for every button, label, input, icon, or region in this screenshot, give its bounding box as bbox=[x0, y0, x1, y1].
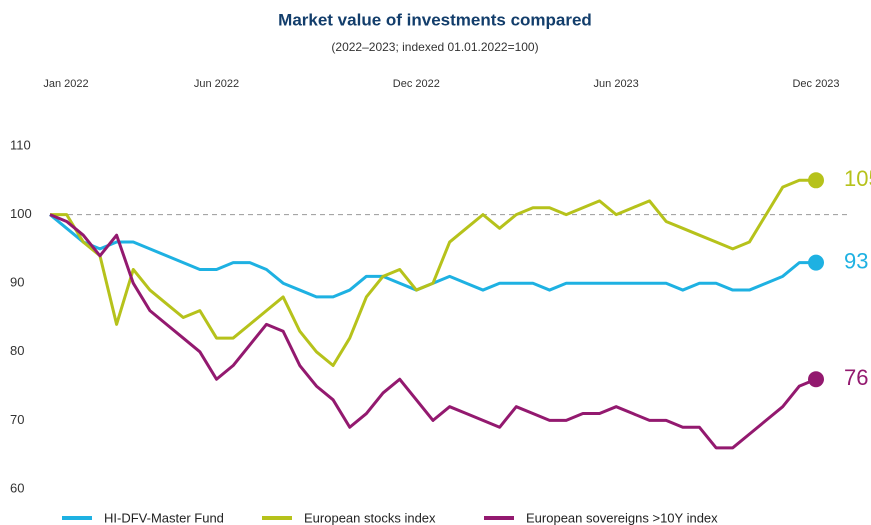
end-label: 76 bbox=[844, 365, 868, 390]
y-tick-label: 70 bbox=[10, 412, 24, 427]
end-marker bbox=[808, 371, 824, 388]
x-tick-label: Jan 2022 bbox=[43, 78, 88, 90]
end-label: 93 bbox=[844, 248, 868, 273]
x-tick-label: Jun 2023 bbox=[594, 78, 639, 90]
legend-label: European stocks index bbox=[304, 510, 436, 525]
y-tick-label: 60 bbox=[10, 480, 24, 495]
x-tick-label: Dec 2023 bbox=[792, 78, 839, 90]
end-label: 105 bbox=[844, 166, 871, 191]
x-tick-label: Jun 2022 bbox=[194, 78, 239, 90]
legend-label: European sovereigns >10Y index bbox=[526, 510, 718, 525]
series-line bbox=[50, 178, 816, 368]
end-marker bbox=[808, 254, 824, 271]
y-tick-label: 80 bbox=[10, 343, 24, 358]
x-tick-label: Dec 2022 bbox=[393, 78, 440, 90]
series-line bbox=[49, 213, 817, 450]
chart-title: Market value of investments compared bbox=[278, 10, 592, 29]
y-tick-label: 90 bbox=[10, 275, 24, 290]
y-tick-label: 100 bbox=[10, 206, 32, 221]
y-tick-label: 110 bbox=[10, 137, 31, 152]
end-marker bbox=[808, 172, 824, 189]
legend-label: HI-DFV-Master Fund bbox=[104, 510, 224, 525]
chart-subtitle: (2022–2023; indexed 01.01.2022=100) bbox=[331, 40, 538, 54]
